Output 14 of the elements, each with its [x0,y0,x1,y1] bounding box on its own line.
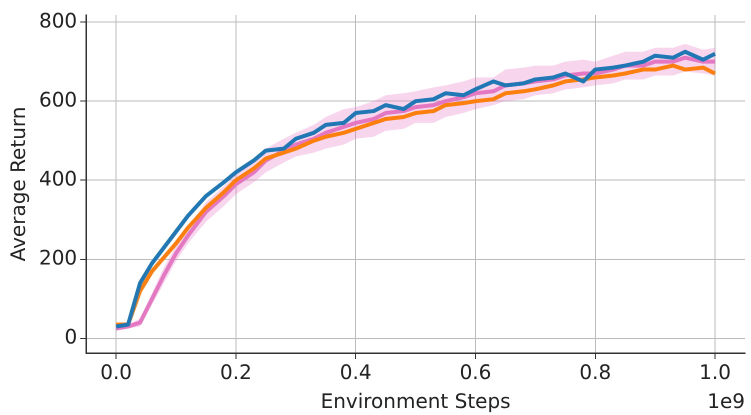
x-tick-label: 0.4 [340,360,372,384]
x-tick-label: 0.8 [579,360,612,384]
y-tick-label: 800 [38,8,78,32]
y-tick-label: 200 [38,246,78,270]
y-tick-label: 0 [64,324,78,349]
text: 1e9 [707,389,745,414]
x-axis-title: Environment Steps [320,389,511,414]
y-tick-label: 600 [38,87,78,112]
y-axis-title: Average Return [6,106,30,262]
x-tick-label: 0.0 [100,360,132,384]
y-tick-label: 400 [38,166,78,190]
x-tick-label: 1.0 [699,360,731,384]
x-tick-label: 0.2 [220,360,252,384]
x-tick-label: 0.6 [460,360,492,384]
